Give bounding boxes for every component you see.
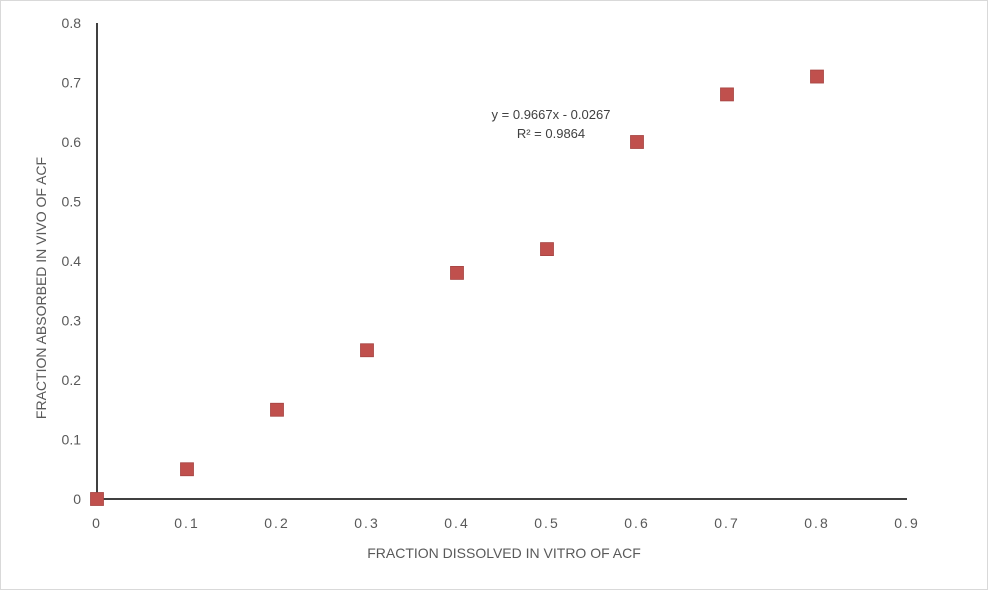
y-tick-label: 0.4 [62,253,82,269]
data-point [720,87,734,102]
x-tick-label: 0.5 [534,515,559,531]
data-point [90,492,104,506]
y-tick-label: 0.5 [62,194,82,210]
y-tick-labels: 0 0.1 0.2 0.3 0.4 0.5 0.6 0.7 0.8 [62,15,82,507]
data-point [630,135,644,149]
y-tick-label: 0.3 [62,313,82,329]
data-point [450,265,464,280]
data-point [180,462,194,477]
y-tick-label: 0.2 [62,372,82,388]
y-tick-label: 0 [73,491,81,507]
x-tick-label: 0.1 [174,515,199,531]
trendline-equation: y = 0.9667x - 0.0267 [492,107,611,122]
y-tick-label: 0.1 [62,432,82,448]
x-tick-label: 0.8 [804,515,829,531]
x-tick-label: 0.9 [894,515,919,531]
x-tick-label: 0 [92,515,102,531]
y-axis-title: FRACTION ABSORBED IN VIVO OF ACF [33,157,49,419]
x-tick-label: 0.6 [624,515,649,531]
data-points [90,69,824,506]
x-tick-labels: 0 0.1 0.2 0.3 0.4 0.5 0.6 0.7 0.8 0.9 [92,515,919,531]
data-point [270,402,284,417]
data-point [360,343,374,358]
x-tick-label: 0.7 [714,515,739,531]
axes [96,23,907,500]
data-point [540,242,554,257]
y-tick-label: 0.6 [62,134,82,150]
y-tick-label: 0.8 [62,15,82,31]
x-tick-label: 0.2 [264,515,289,531]
data-point [810,69,824,84]
trendline-r-squared: R² = 0.9864 [517,126,585,141]
x-axis-title: FRACTION DISSOLVED IN VITRO OF ACF [367,545,641,561]
y-tick-label: 0.7 [62,75,82,91]
x-tick-label: 0.3 [354,515,379,531]
x-tick-label: 0.4 [444,515,469,531]
